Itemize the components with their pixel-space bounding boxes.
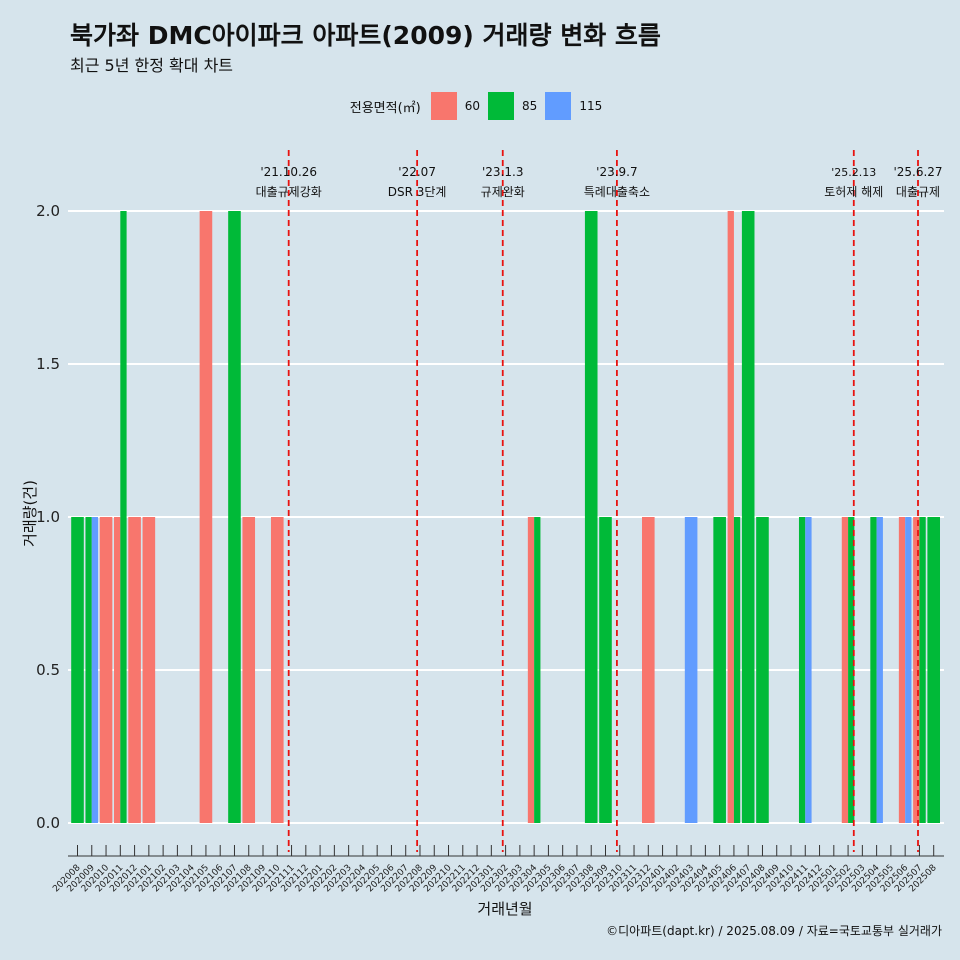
bar-115-202506 xyxy=(905,517,912,823)
legend-item-60: 60 xyxy=(430,92,481,120)
bar-60-202012 xyxy=(128,517,141,823)
event-label-2: 규제완화 xyxy=(481,185,525,199)
legend: 전용면적(㎡) 60 85 115 xyxy=(0,92,960,120)
event-date-2: '23.1.3 xyxy=(482,165,523,179)
bar-115-202411 xyxy=(805,517,812,823)
event-date-5: '25.6.27 xyxy=(893,165,942,179)
bar-85-202407 xyxy=(741,211,755,823)
y-tick-label: 1.5 xyxy=(36,355,60,373)
legend-swatch-85 xyxy=(488,92,515,120)
chart-title: 북가좌 DMC아이파크 아파트(2009) 거래량 변화 흐름 xyxy=(70,21,661,50)
event-label-0: 대출규제강화 xyxy=(256,185,322,199)
bar-60-202502 xyxy=(841,517,849,823)
bar-85-202405 xyxy=(713,517,726,823)
bar-85-202107 xyxy=(228,211,241,823)
chart-subtitle: 최근 5년 한정 확대 차트 xyxy=(70,56,234,75)
event-label-1: DSR 3단계 xyxy=(388,185,447,199)
bar-60-202406 xyxy=(727,211,734,823)
legend-label-85: 85 xyxy=(522,99,538,113)
bar-85-202308 xyxy=(584,211,598,823)
x-axis-label: 거래년월 xyxy=(477,900,533,918)
legend-swatch-115 xyxy=(545,92,572,120)
bar-85-202008 xyxy=(71,517,84,823)
bar-85-202502 xyxy=(848,517,855,823)
bar-115-202504 xyxy=(876,517,883,823)
legend-title: 전용면적(㎡) xyxy=(349,100,421,116)
bar-85-202009 xyxy=(85,517,92,823)
bar-60-202110 xyxy=(270,517,284,823)
legend-swatch-60 xyxy=(430,92,457,120)
y-tick-label: 0.5 xyxy=(36,661,60,679)
event-label-5: 대출규제 xyxy=(896,185,940,199)
bar-85-202011 xyxy=(120,211,127,823)
bar-85-202406 xyxy=(733,517,741,823)
event-date-3: '23.9.7 xyxy=(596,165,637,179)
legend-item-115: 115 xyxy=(545,92,602,120)
bar-60-202010 xyxy=(99,517,113,823)
y-tick-label: 0.0 xyxy=(36,814,60,832)
bar-60-202312 xyxy=(642,517,655,823)
bar-60-202105 xyxy=(199,211,213,823)
bar-85-202411 xyxy=(798,517,806,823)
y-axis-label: 거래량(건) xyxy=(20,480,39,547)
bar-60-202101 xyxy=(142,517,156,823)
bar-115-202403 xyxy=(684,517,698,823)
legend-label-115: 115 xyxy=(579,99,603,113)
event-date-4: '25.2.13 xyxy=(831,166,876,179)
bar-85-202309 xyxy=(599,517,612,823)
y-tick-label: 2.0 xyxy=(36,202,60,220)
bar-60-202304 xyxy=(527,517,535,823)
y-tick-label: 1.0 xyxy=(36,508,60,526)
bar-60-202108 xyxy=(242,517,256,823)
legend-item-85: 85 xyxy=(488,92,537,120)
bar-115-202009 xyxy=(91,517,99,823)
source-caption: ©디아파트(dapt.kr) / 2025.08.09 / 자료=국토교통부 실… xyxy=(606,924,942,938)
legend-label-60: 60 xyxy=(464,99,481,113)
bar-85-202504 xyxy=(870,517,877,823)
event-date-0: '21.10.26 xyxy=(260,165,317,179)
bar-85-202408 xyxy=(756,517,769,823)
bar-60-202507 xyxy=(913,517,920,823)
event-date-1: '22.07 xyxy=(398,165,436,179)
bar-85-202507 xyxy=(919,517,926,823)
bar-60-202506 xyxy=(898,517,906,823)
bar-60-202011 xyxy=(114,517,121,823)
bar-85-202304 xyxy=(534,517,541,823)
event-label-3: 특례대출축소 xyxy=(584,185,650,199)
bar-85-202508 xyxy=(927,517,940,823)
event-label-4: 토허제 해제 xyxy=(824,185,883,199)
